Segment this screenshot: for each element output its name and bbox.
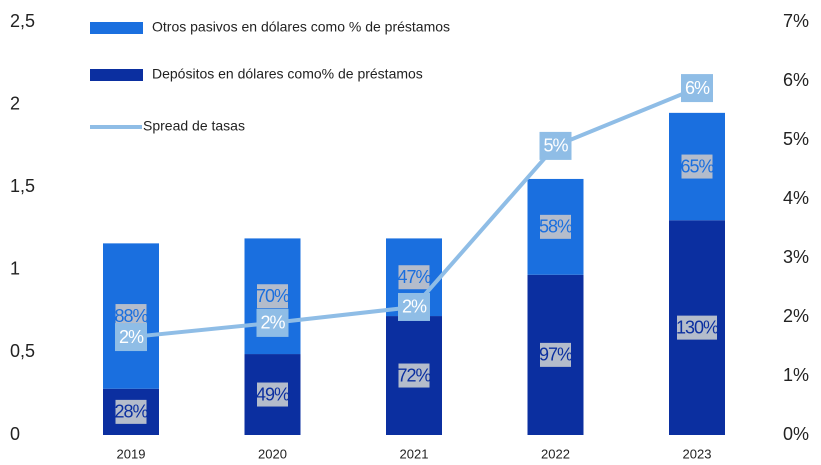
y-tick-label: 1	[10, 259, 20, 279]
data-label-bg	[398, 363, 430, 388]
line-label: 6%	[685, 78, 710, 98]
line-label-bg	[256, 308, 289, 337]
y-tick-label: 1,5	[10, 176, 35, 196]
data-label-bg	[681, 154, 713, 179]
line-label-bg	[398, 292, 430, 321]
data-label: 28%	[114, 402, 148, 422]
data-label-bg	[540, 342, 571, 367]
data-label-bg	[540, 214, 571, 239]
data-label-bg	[257, 284, 288, 309]
data-label: 72%	[397, 365, 431, 385]
line-label: 5%	[543, 136, 568, 156]
legend-label: Otros pasivos en dólares como % de prést…	[152, 19, 450, 35]
data-label: 58%	[539, 217, 573, 237]
y2-tick-label: 4%	[783, 188, 809, 208]
line-label-bg	[681, 74, 713, 103]
y2-tick-label: 3%	[783, 247, 809, 267]
y2-tick-label: 5%	[783, 129, 809, 149]
x-tick-label: 2020	[258, 446, 287, 461]
y2-tick-label: 7%	[783, 11, 809, 31]
data-label: 70%	[256, 286, 290, 306]
data-label: 88%	[114, 306, 148, 326]
legend-label: Depósitos en dólares como% de préstamos	[152, 66, 423, 82]
data-label-bg	[677, 315, 717, 340]
data-label: 47%	[397, 267, 431, 287]
y-tick-label: 2,5	[10, 11, 35, 31]
line-label: 2%	[402, 297, 427, 317]
data-label-bg	[257, 382, 288, 407]
data-label: 49%	[256, 384, 290, 404]
x-tick-label: 2019	[117, 446, 146, 461]
data-label-bg	[398, 265, 430, 290]
data-label-bg	[115, 399, 147, 424]
data-label: 130%	[676, 317, 719, 337]
data-label: 97%	[539, 345, 573, 365]
line-label: 2%	[260, 313, 285, 333]
x-tick-label: 2023	[683, 446, 712, 461]
line-label-bg	[539, 131, 572, 160]
y2-tick-label: 6%	[783, 70, 809, 90]
y2-tick-label: 2%	[783, 306, 809, 326]
y2-tick-label: 1%	[783, 365, 809, 385]
y-tick-label: 2	[10, 93, 20, 113]
line-label: 2%	[119, 327, 144, 347]
legend-swatch	[90, 69, 143, 81]
x-tick-label: 2022	[541, 446, 570, 461]
y2-tick-label: 0%	[783, 424, 809, 444]
legend-swatch	[90, 22, 143, 34]
line-label-bg	[115, 323, 147, 352]
y-tick-label: 0	[10, 424, 20, 444]
x-tick-label: 2021	[400, 446, 429, 461]
data-label: 65%	[680, 156, 714, 176]
y-tick-label: 0,5	[10, 341, 35, 361]
legend-label: Spread de tasas	[143, 118, 245, 134]
